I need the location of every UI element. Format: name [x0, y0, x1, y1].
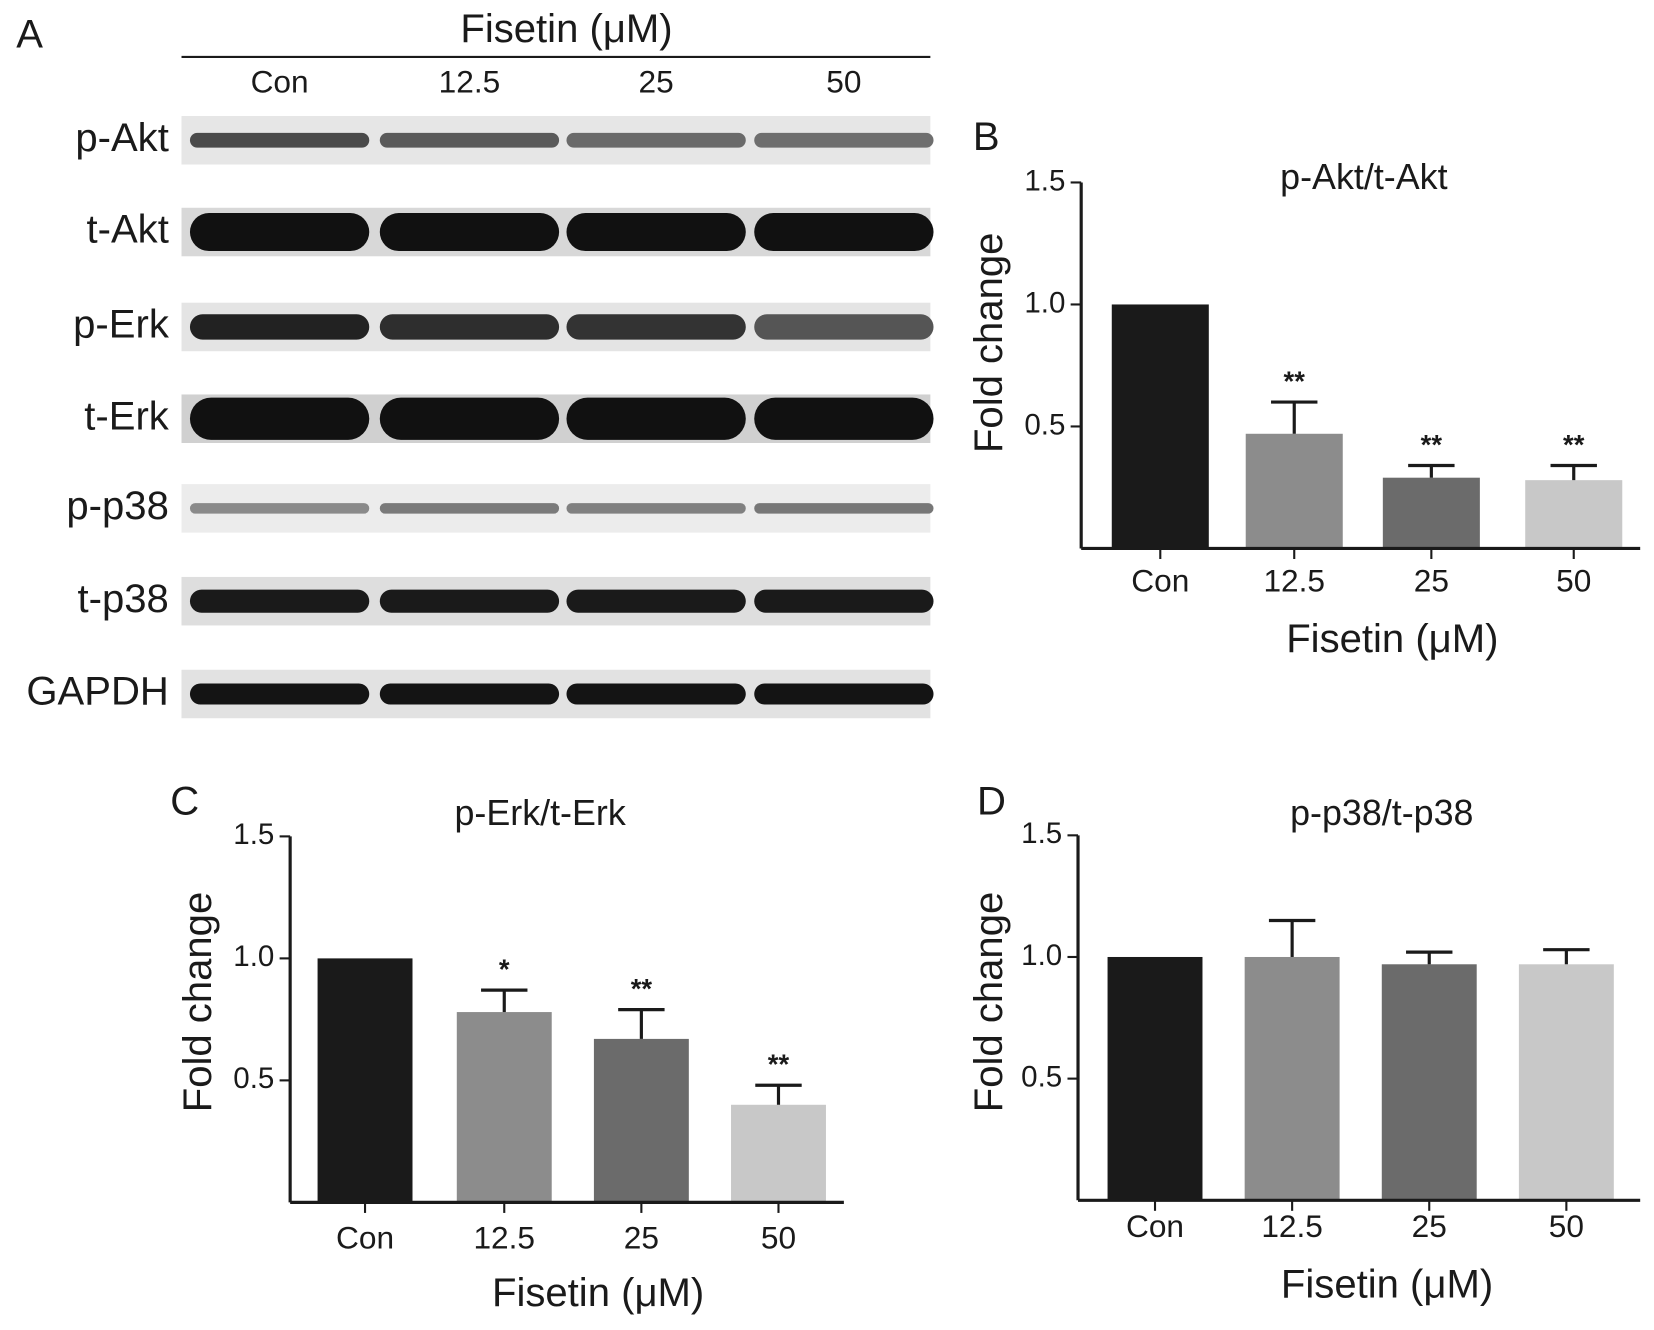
- bar: [456, 1012, 552, 1203]
- chart-title: p-Akt/t-Akt: [1280, 157, 1447, 197]
- significance: **: [1421, 429, 1443, 460]
- bar: [1244, 956, 1340, 1201]
- blot-band: [379, 397, 560, 440]
- bar: [1111, 304, 1209, 549]
- y-tick-label: 1.0: [1024, 286, 1065, 319]
- significance: **: [1284, 365, 1306, 396]
- y-tick-label: 0.5: [1021, 1060, 1062, 1093]
- row-label: p-p38: [66, 484, 168, 528]
- chart-title: p-p38/t-p38: [1290, 793, 1473, 833]
- y-tick-label: 0.5: [1024, 408, 1065, 441]
- bar: [1518, 964, 1614, 1201]
- x-axis-label: Fisetin (μM): [492, 1271, 704, 1315]
- x-tick-label: 25: [1414, 563, 1449, 599]
- blot-band: [754, 683, 934, 705]
- blot-band: [189, 314, 370, 340]
- x-tick-label: Con: [336, 1220, 394, 1256]
- significance: **: [768, 1049, 790, 1080]
- blot-band: [189, 397, 370, 440]
- blot-band: [754, 132, 934, 148]
- blot-header: Fisetin (μM): [460, 7, 672, 51]
- y-tick-label: 1.5: [1024, 164, 1065, 197]
- blot-band: [189, 589, 370, 613]
- row-label: GAPDH: [26, 670, 168, 714]
- blot-band: [189, 213, 370, 252]
- x-tick-label: 50: [1556, 563, 1591, 599]
- bar: [1107, 956, 1203, 1201]
- blot-band: [754, 503, 934, 514]
- y-axis-label: Fold change: [176, 892, 220, 1113]
- x-tick-label: Con: [1131, 563, 1189, 599]
- blot-band: [189, 132, 370, 148]
- blot-band: [189, 503, 370, 514]
- bar: [593, 1038, 689, 1203]
- blot-band: [754, 397, 934, 440]
- lane-label: 25: [639, 64, 674, 100]
- y-tick-label: 1.5: [233, 818, 274, 851]
- x-tick-label: 25: [624, 1220, 659, 1256]
- panel-label: B: [973, 115, 1000, 159]
- blot-band: [379, 314, 560, 340]
- bar: [1382, 477, 1480, 549]
- blot-band: [566, 589, 746, 613]
- panel-label: D: [977, 779, 1006, 823]
- significance: **: [631, 973, 653, 1004]
- significance: *: [499, 953, 510, 984]
- blot-band: [379, 589, 560, 613]
- blot-band: [566, 503, 746, 514]
- blot-band: [754, 213, 934, 252]
- blot-band: [566, 213, 746, 252]
- x-axis-label: Fisetin (μM): [1286, 617, 1498, 661]
- x-tick-label: 12.5: [1263, 563, 1325, 599]
- x-tick-label: 12.5: [473, 1220, 535, 1256]
- x-tick-label: Con: [1126, 1208, 1184, 1244]
- y-tick-label: 0.5: [233, 1062, 274, 1095]
- x-tick-label: 25: [1412, 1208, 1447, 1244]
- bar: [1245, 433, 1343, 549]
- y-axis-label: Fold change: [967, 892, 1011, 1113]
- blot-band: [566, 132, 746, 148]
- row-label: t-Akt: [86, 208, 168, 252]
- lane-label: Con: [251, 64, 309, 100]
- blot-band: [379, 132, 560, 148]
- y-tick-label: 1.0: [233, 940, 274, 973]
- row-label: p-Akt: [75, 116, 169, 160]
- blot-band: [566, 683, 746, 705]
- blot-band: [379, 213, 560, 252]
- panel-label: A: [16, 12, 43, 56]
- significance: **: [1563, 429, 1585, 460]
- blot-band: [189, 683, 370, 705]
- bar: [317, 958, 413, 1203]
- lane-label: 12.5: [439, 64, 501, 100]
- y-axis-label: Fold change: [967, 233, 1011, 454]
- y-tick-label: 1.0: [1021, 939, 1062, 972]
- x-tick-label: 12.5: [1261, 1208, 1323, 1244]
- row-label: p-Erk: [73, 303, 170, 347]
- bar: [731, 1104, 826, 1203]
- lane-label: 50: [826, 64, 861, 100]
- panel-label: C: [170, 779, 199, 823]
- blot-band: [754, 314, 934, 340]
- bar: [1525, 480, 1623, 549]
- bar: [1381, 964, 1477, 1201]
- x-axis-label: Fisetin (μM): [1281, 1262, 1493, 1306]
- blot-band: [566, 314, 746, 340]
- row-label: t-Erk: [84, 394, 170, 438]
- blot-band: [754, 589, 934, 613]
- row-label: t-p38: [78, 577, 169, 621]
- blot-band: [379, 503, 560, 514]
- y-tick-label: 1.5: [1021, 817, 1062, 850]
- x-tick-label: 50: [761, 1220, 796, 1256]
- blot-band: [566, 397, 746, 440]
- blot-band: [379, 683, 560, 705]
- chart-title: p-Erk/t-Erk: [454, 793, 625, 833]
- x-tick-label: 50: [1549, 1208, 1584, 1244]
